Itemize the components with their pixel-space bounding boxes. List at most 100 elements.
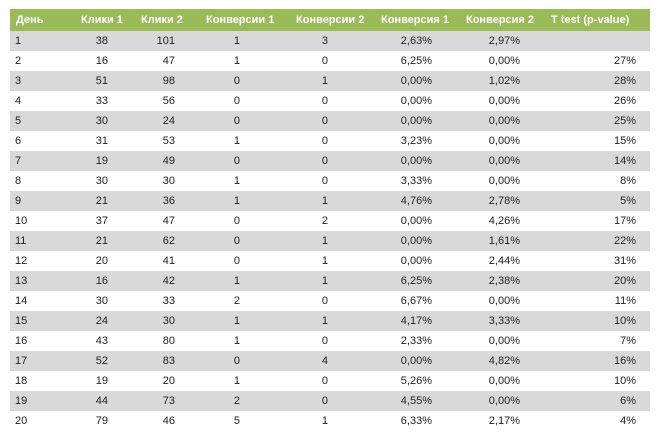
- table-cell: 1: [10, 31, 75, 51]
- table-cell: 0: [290, 391, 375, 411]
- table-cell: 1: [290, 191, 375, 211]
- table-cell: 10: [15, 215, 28, 227]
- table-cell: 47: [162, 215, 175, 227]
- table-cell: 0,00%: [375, 151, 460, 171]
- table-cell: 4,55%: [375, 391, 460, 411]
- table-row: 20 79 46 5 1 6,33% 2,17% 4%: [10, 411, 650, 431]
- table-cell: 16: [95, 55, 108, 67]
- header-cell: Конверсия 2: [460, 9, 545, 31]
- table-cell: 1: [233, 375, 240, 387]
- table-cell: 1,61%: [460, 231, 545, 251]
- table-row: 4 33 56 0 0 0,00% 0,00% 26%: [10, 91, 650, 111]
- table-cell: 1,02%: [460, 71, 545, 91]
- table-row: 17 52 83 0 4 0,00% 4,82% 16%: [10, 351, 650, 371]
- table-cell: 19: [10, 391, 75, 411]
- table-cell: 2: [15, 55, 22, 67]
- table-cell: 2: [233, 295, 240, 307]
- table-cell: 1: [321, 415, 328, 427]
- data-table: День Клики 1 Клики 2 Конверсии 1 Конверсии 2…: [10, 9, 650, 431]
- table-cell: 37: [95, 215, 108, 227]
- table-cell: 30: [135, 311, 200, 331]
- table-cell: 15%: [613, 135, 636, 147]
- table-cell: 16: [75, 271, 135, 291]
- table-cell: 46: [162, 415, 175, 427]
- table-cell: 0,00%: [400, 215, 432, 227]
- table-cell: 0: [233, 95, 240, 107]
- table-cell: 24: [135, 111, 200, 131]
- table-cell: 0: [321, 375, 328, 387]
- header-cell: Клики 1: [75, 9, 135, 31]
- table-cell: 5%: [545, 191, 650, 211]
- header-cell: День: [10, 9, 75, 31]
- table-cell: 3,33%: [460, 311, 545, 331]
- table-cell: 0,00%: [460, 151, 545, 171]
- table-cell: 49: [135, 151, 200, 171]
- table-cell: 1: [233, 135, 240, 147]
- table-cell: 33: [162, 295, 175, 307]
- table-cell: 0,00%: [460, 111, 545, 131]
- table-cell: 4: [290, 351, 375, 371]
- table-cell: 1: [290, 71, 375, 91]
- table-cell: 2,33%: [400, 335, 432, 347]
- table-row: 11 21 62 0 1 0,00% 1,61% 22%: [10, 231, 650, 251]
- table-cell: 47: [162, 55, 175, 67]
- table-cell: 6,33%: [400, 415, 432, 427]
- table-cell: 6,67%: [400, 295, 432, 307]
- table-cell: 14: [15, 295, 28, 307]
- table-cell: 16: [15, 335, 28, 347]
- table-cell: 11: [10, 231, 75, 251]
- table-cell: 3: [290, 31, 375, 51]
- table-cell: 15: [10, 311, 75, 331]
- header-cell: Конверсии 1: [200, 9, 290, 31]
- table-row: 16 43 80 1 0 2,33% 0,00% 7%: [10, 331, 650, 351]
- table-cell: 1: [200, 191, 290, 211]
- table-cell: 5,26%: [400, 375, 432, 387]
- table-row: 13 16 42 1 1 6,25% 2,38% 20%: [10, 271, 650, 291]
- table-cell: 6,25%: [375, 271, 460, 291]
- header-cell: Конверсии 2: [290, 9, 375, 31]
- table-cell: 4%: [620, 415, 636, 427]
- table-cell: 4,82%: [460, 351, 545, 371]
- table-cell: 0,00%: [400, 255, 432, 267]
- table-cell: 4,26%: [488, 215, 520, 227]
- table-cell: 2,97%: [460, 31, 545, 51]
- table-cell: 0,00%: [375, 71, 460, 91]
- table-cell: 1: [233, 175, 240, 187]
- table-cell: 3,23%: [400, 135, 432, 147]
- table-cell: 2,63%: [375, 31, 460, 51]
- table-row: 2 16 47 1 0 6,25% 0,00% 27%: [10, 51, 650, 71]
- table-cell: 17: [10, 351, 75, 371]
- table-cell: 0,00%: [375, 351, 460, 371]
- table-cell: 10%: [545, 311, 650, 331]
- header-cell: T test (p-value): [545, 9, 650, 31]
- table-cell: 20: [95, 255, 108, 267]
- table-cell: 1: [200, 31, 290, 51]
- table-cell: 33: [95, 95, 108, 107]
- table-cell: 5: [10, 111, 75, 131]
- table-cell: 52: [75, 351, 135, 371]
- table-cell: 13: [10, 271, 75, 291]
- table-cell: 1: [233, 335, 240, 347]
- table-cell: 20: [15, 415, 28, 427]
- table-cell: 30: [95, 295, 108, 307]
- table-cell: 0: [233, 215, 240, 227]
- table-cell: 42: [135, 271, 200, 291]
- table-cell: 0: [200, 111, 290, 131]
- table-row: 14 30 33 2 0 6,67% 0,00% 11%: [10, 291, 650, 311]
- table-cell: 0: [200, 71, 290, 91]
- table-cell: 62: [135, 231, 200, 251]
- table-cell: 24: [75, 311, 135, 331]
- table-row: 6 31 53 1 0 3,23% 0,00% 15%: [10, 131, 650, 151]
- table-cell: 4,17%: [375, 311, 460, 331]
- table-cell: 0,00%: [400, 95, 432, 107]
- table-cell: 0: [321, 95, 328, 107]
- table-cell: 31%: [613, 255, 636, 267]
- table-row: 3 51 98 0 1 0,00% 1,02% 28%: [10, 71, 650, 91]
- table-cell: 0,00%: [488, 95, 520, 107]
- table-cell: 18: [15, 375, 28, 387]
- table-cell: 30: [95, 175, 108, 187]
- table-cell: 1: [200, 311, 290, 331]
- table-cell: 2: [200, 391, 290, 411]
- table-cell: 21: [75, 191, 135, 211]
- table-cell: 19: [95, 375, 108, 387]
